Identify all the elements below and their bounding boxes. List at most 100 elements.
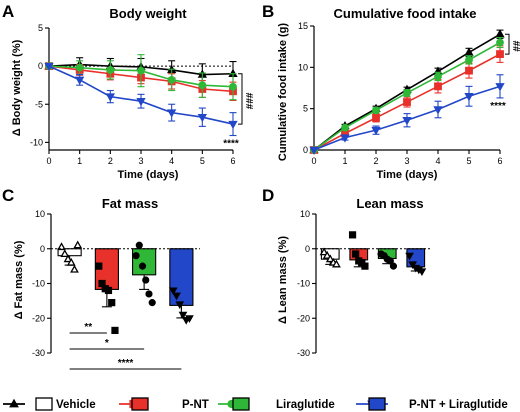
panel-b-y-tick-label: 10 — [298, 62, 308, 72]
panel-b-y-tick-label: 5 — [303, 104, 308, 114]
panel-c-individual-point — [185, 315, 194, 323]
panel-a-xlabel: Time (days) — [118, 169, 179, 181]
panel-b-data-point — [372, 113, 380, 122]
panel-a-title: Body weight — [109, 6, 187, 21]
panel-d-y-tick-label: -10 — [297, 279, 310, 289]
panel-a-data-point — [167, 109, 177, 118]
panel-d-individual-point — [322, 250, 332, 259]
panel-b-data-point — [372, 106, 380, 115]
panel-b-x-tick-label: 4 — [435, 156, 440, 166]
panel-a-data-point — [105, 93, 115, 102]
panel-b-data-point — [403, 89, 411, 97]
panel-a-data-point — [75, 76, 85, 85]
panel-b-data-point — [433, 106, 443, 115]
panel-c-title: Fat mass — [102, 196, 158, 211]
panel-a-letter: A — [2, 2, 14, 21]
panel-b-data-point — [403, 98, 411, 106]
panel-c-y-tick-label: -10 — [32, 279, 45, 289]
panel-b-data-point — [495, 29, 505, 38]
panel-d-individual-point — [405, 252, 414, 261]
panel-b-y-tick-label: 0 — [303, 145, 308, 155]
legend-swatch — [232, 397, 250, 411]
panel-b-x-tick-label: 5 — [466, 156, 471, 166]
panel-a-data-point — [197, 113, 207, 123]
panel-b-significance-bracket — [505, 33, 510, 55]
panel-b-hash-label: ## — [510, 41, 520, 53]
panel-c-individual-point — [60, 249, 70, 258]
panel-a-data-point — [228, 120, 238, 130]
panel-c-plot: 100-10-20-30******* — [32, 209, 200, 370]
panel-c-individual-point — [73, 240, 83, 249]
panel-a-data-point — [137, 66, 145, 75]
panel-d-y-tick-label: -20 — [297, 313, 310, 323]
panel-d-plot: 10 0 -10 -20 -30 — [297, 209, 430, 358]
panel-a-data-point — [75, 63, 84, 72]
panel-d-title: Lean mass — [356, 196, 423, 211]
panel-b-data-point — [464, 47, 474, 56]
panel-d-individual-point — [332, 259, 341, 268]
panel-b-x-tick-label: 1 — [342, 156, 347, 166]
legend-swatch — [35, 397, 53, 411]
panel-b-data-point — [309, 146, 319, 156]
panel-c-individual-point — [175, 301, 185, 310]
panel-d-individual-point — [348, 231, 357, 239]
panel-b-x-tick-label: 3 — [404, 156, 409, 166]
panel-a-x-tick-label: 4 — [169, 156, 174, 166]
panel-a-data-point — [229, 82, 237, 91]
panel-a-y-tick-label: -5 — [35, 99, 43, 109]
legend-label: P-NT — [182, 399, 209, 411]
panel-a-x-tick-label: 1 — [77, 156, 82, 166]
panel-c-individual-point — [142, 276, 150, 284]
panel-c-individual-point — [138, 262, 147, 270]
panel-b-data-point — [402, 116, 412, 126]
panel-c-individual-point — [168, 287, 178, 296]
panel-a-x-tick-label: 2 — [108, 156, 113, 166]
panel-d-individual-point — [319, 247, 329, 256]
panel-a-ylabel: Δ Body weight (%) — [11, 39, 23, 136]
panel-b-data-point — [434, 72, 442, 81]
panel-d-ylabel: Δ Lean mass (%) — [277, 236, 289, 324]
panel-c-individual-point — [132, 252, 140, 260]
panel-b-title: Cumulative food intake — [333, 6, 476, 21]
panel-c-y-tick-label: 0 — [40, 244, 45, 254]
panel-d-y-tick-label: 0 — [305, 244, 310, 254]
panel-d-y-tick-label: -30 — [297, 348, 310, 358]
panel-a-data-point — [198, 81, 207, 90]
panel-a-data-point — [106, 66, 115, 74]
panel-b-xlabel: Time (days) — [377, 169, 438, 181]
panel-b-data-point — [341, 123, 349, 132]
panel-d-individual-point — [389, 262, 398, 270]
panel-d: D Lean mass Δ Lean mass (%) 10 0 -10 -20 -30 — [262, 186, 430, 358]
panel-c-significance-label: ** — [84, 322, 92, 333]
panel-c-individual-point — [148, 299, 156, 307]
legend-label: P-NT + Liraglutide — [409, 399, 508, 411]
panel-c-individual-point — [135, 241, 143, 249]
legend-swatch — [368, 397, 386, 411]
panel-a: A Body weight Time (days) Δ Body weight … — [2, 2, 254, 181]
panel-c-individual-point — [108, 299, 116, 307]
panel-a-plot: 50-5-100 1 2 3 4 5 6****### — [30, 23, 254, 166]
panel-b-x-tick-label: 0 — [311, 156, 316, 166]
panel-b-data-point — [465, 66, 473, 75]
panel-a-x-tick-label: 3 — [138, 156, 143, 166]
panel-c-individual-point — [70, 264, 79, 273]
panel-a-x-tick-label: 0 — [46, 156, 51, 166]
panel-d-individual-point — [386, 257, 394, 265]
panel-a-hash-label: ### — [243, 93, 254, 110]
legend-marker — [9, 398, 19, 408]
panel-c-y-tick-label: -30 — [32, 348, 45, 358]
panel-b-data-point — [434, 82, 442, 91]
legend: Vehicle P-NT Liraglutide P-NT + Liraglutide — [3, 397, 508, 411]
panel-a-x-tick-label: 6 — [230, 156, 235, 166]
panel-a-x-tick-label: 5 — [200, 156, 205, 166]
panel-c-significance-label: **** — [118, 358, 134, 369]
panel-c-individual-point — [178, 311, 188, 320]
panel-c-individual-point — [95, 262, 103, 270]
legend-label: Liraglutide — [276, 399, 335, 411]
panel-c-individual-point — [63, 254, 73, 263]
panel-a-significance-bracket — [238, 73, 243, 125]
panel-a-data-point — [136, 97, 146, 107]
panel-b-ylabel: Cumulative food intake (g) — [277, 23, 289, 161]
panel-b-significance-label: **** — [490, 101, 506, 112]
panel-c-individual-point — [172, 292, 181, 301]
